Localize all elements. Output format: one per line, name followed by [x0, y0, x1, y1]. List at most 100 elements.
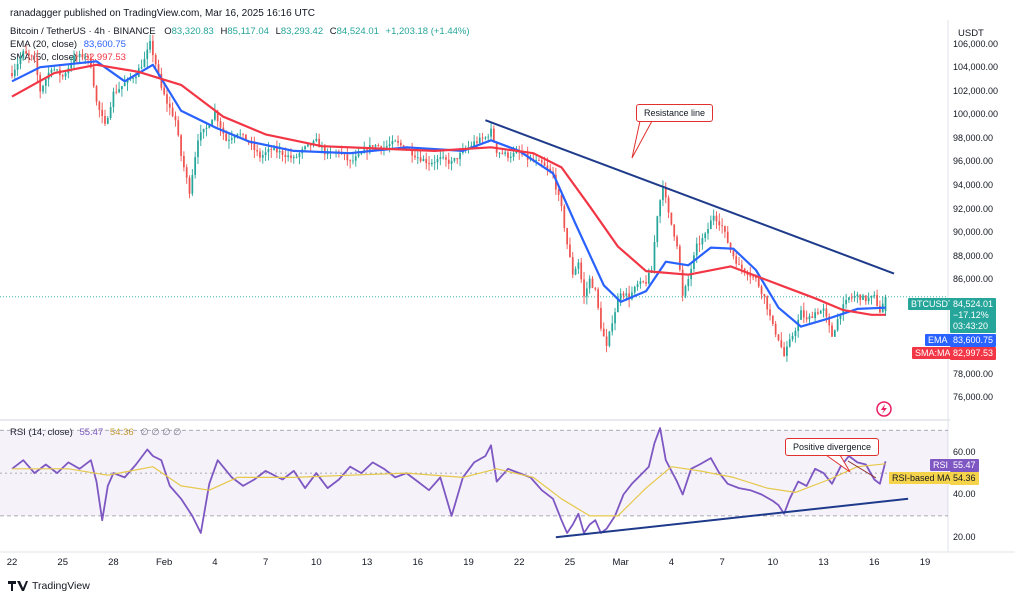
candle-body — [50, 69, 53, 73]
candle-body — [101, 109, 104, 116]
main-legend: Bitcoin / TetherUS · 4h · BINANCE O83,32… — [10, 25, 470, 64]
candle-body — [233, 136, 236, 139]
resistance-annotation[interactable]: Resistance line — [636, 104, 714, 122]
candle-body — [735, 256, 738, 264]
candle-body — [84, 56, 87, 58]
candle-body — [44, 79, 47, 86]
candle-body — [211, 119, 213, 126]
candle-body — [188, 177, 191, 194]
rsi-ma-line — [12, 463, 886, 517]
candle-body — [498, 152, 501, 154]
candle-body — [619, 293, 622, 300]
rsi-legend[interactable]: RSI (14, close) 55.47 54.36 ∅ ∅ ∅ ∅ — [10, 427, 181, 438]
candle-body — [95, 86, 98, 102]
candle-body — [712, 215, 715, 221]
candle-body — [219, 121, 222, 128]
candle-body — [786, 346, 788, 356]
time-tick-label: 28 — [108, 557, 119, 568]
candle-body — [261, 155, 264, 158]
candle-body — [487, 136, 490, 138]
candle-body — [698, 243, 701, 245]
candle-body — [588, 278, 591, 289]
candle-body — [118, 89, 120, 93]
ema-tag: EMA — [925, 334, 951, 346]
symbol-legend-row[interactable]: Bitcoin / TetherUS · 4h · BINANCE O83,32… — [10, 25, 470, 38]
candle-body — [749, 275, 752, 277]
candle-body — [560, 194, 563, 207]
candle-body — [605, 336, 608, 346]
candle-body — [36, 57, 39, 75]
candle-body — [104, 115, 106, 124]
candle-body — [726, 231, 729, 243]
candle-body — [98, 101, 101, 110]
tradingview-logo-icon — [8, 581, 28, 591]
candle-body — [73, 55, 75, 65]
candle-body — [304, 146, 306, 150]
ema-legend-row[interactable]: EMA (20, close) 83,600.75 — [10, 38, 470, 51]
candle-body — [168, 103, 171, 108]
price-tick-label: 96,000.00 — [953, 156, 994, 167]
sma-legend-row[interactable]: SMA (50, close) 82,997.53 — [10, 51, 470, 64]
publisher-header: ranadagger published on TradingView.com,… — [10, 8, 316, 19]
candle-body — [399, 142, 402, 146]
candle-body — [377, 145, 380, 147]
candle-body — [684, 286, 687, 296]
candle-body — [681, 269, 684, 296]
bar-countdown: 03:43:20 — [953, 321, 989, 331]
candle-body — [783, 347, 785, 356]
candle-body — [276, 147, 278, 153]
candle-body — [476, 141, 478, 143]
candle-body — [253, 143, 256, 151]
candle-body — [602, 328, 605, 337]
candle-body — [676, 236, 678, 247]
candle-body — [701, 238, 704, 245]
candle-body — [628, 293, 630, 300]
divergence-trendline — [555, 497, 909, 539]
candle-body — [636, 284, 639, 287]
candle-body — [856, 294, 859, 297]
candle-body — [259, 151, 261, 158]
candle-body — [591, 278, 594, 288]
time-tick-label: 19 — [463, 557, 474, 568]
candle-body — [800, 310, 802, 320]
candle-body — [239, 133, 242, 135]
candle-body — [822, 308, 825, 311]
candle-body — [39, 74, 42, 92]
candle-body — [814, 312, 816, 319]
candle-body — [543, 162, 546, 166]
candle-body — [191, 175, 194, 194]
symbol-tag: BTCUSDT — [908, 298, 957, 310]
candle-body — [416, 157, 419, 159]
time-tick-label: 10 — [311, 557, 322, 568]
candle-body — [177, 120, 180, 136]
candle-body — [61, 75, 64, 77]
candle-body — [174, 116, 177, 121]
misc-marks — [876, 401, 892, 417]
candle-body — [574, 268, 577, 275]
candle-body — [371, 145, 374, 147]
candle-body — [670, 212, 673, 225]
candle-body — [490, 128, 492, 137]
candle-body — [509, 156, 512, 158]
annotation-pointers — [631, 120, 877, 479]
candle-body — [214, 111, 216, 120]
tradingview-footer[interactable]: TradingView — [8, 580, 90, 592]
candle-body — [166, 94, 168, 104]
candle-body — [538, 160, 540, 162]
symbol-name: Bitcoin / TetherUS · 4h · BINANCE — [10, 26, 156, 37]
candle-body — [19, 57, 22, 65]
candle-body — [848, 297, 850, 300]
candle-body — [642, 281, 645, 283]
footer-brand: TradingView — [32, 580, 90, 592]
candle-body — [774, 323, 777, 335]
candle-body — [738, 263, 740, 265]
candle-body — [267, 149, 270, 153]
candle-body — [323, 146, 326, 155]
candle-body — [808, 316, 811, 320]
divergence-annotation[interactable]: Positive divergence — [785, 438, 880, 456]
candle-body — [13, 69, 16, 77]
high-value: 85,117.04 — [227, 26, 269, 37]
candle-body — [715, 215, 718, 222]
price-tick-label: 100,000.00 — [953, 109, 999, 120]
